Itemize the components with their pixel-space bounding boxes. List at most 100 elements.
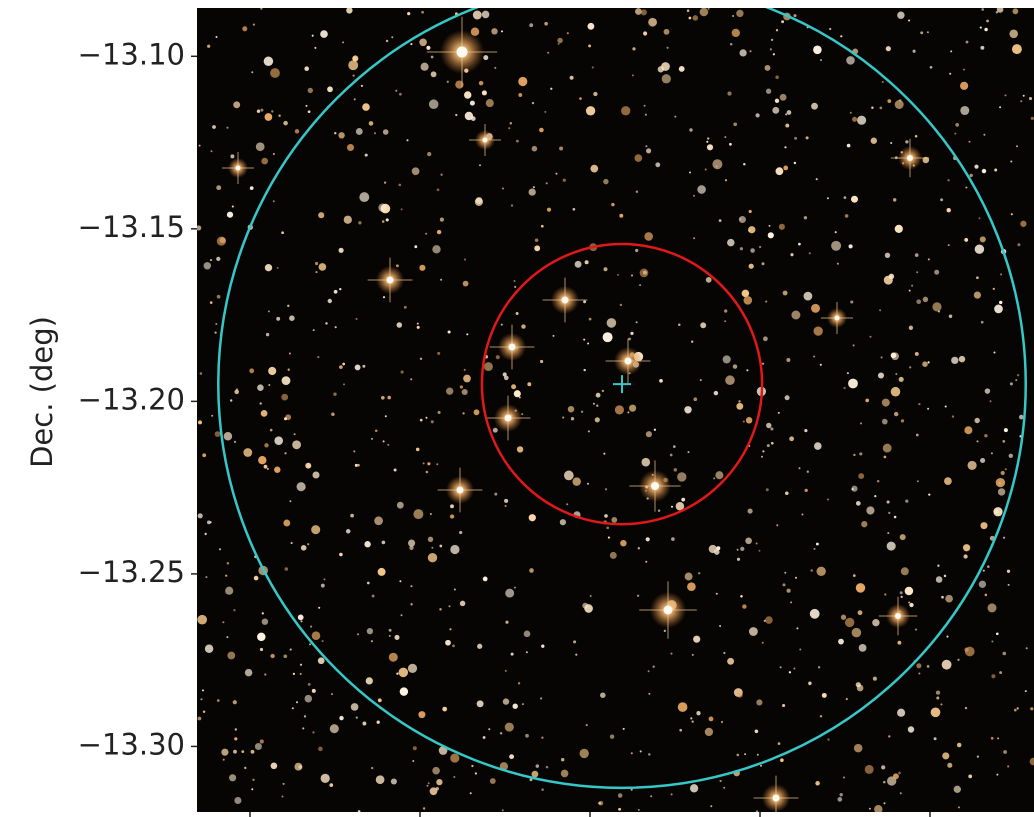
star — [540, 360, 543, 363]
star — [740, 595, 743, 598]
star — [291, 542, 293, 544]
star — [1000, 273, 1002, 275]
star — [423, 462, 425, 464]
star — [452, 645, 455, 648]
star — [217, 295, 221, 299]
star — [840, 793, 843, 796]
star — [635, 8, 642, 15]
star — [570, 76, 574, 80]
star — [905, 587, 914, 596]
star — [637, 595, 639, 597]
star — [356, 128, 363, 135]
star — [687, 582, 696, 591]
star — [261, 410, 268, 417]
star — [759, 550, 761, 552]
star — [401, 208, 403, 210]
star — [960, 82, 968, 90]
star — [592, 66, 594, 68]
star — [346, 7, 352, 13]
star — [999, 106, 1001, 108]
star — [837, 263, 839, 265]
star — [805, 489, 808, 492]
star — [915, 352, 919, 356]
star — [535, 238, 538, 241]
star — [756, 113, 760, 117]
star — [960, 106, 969, 115]
star — [909, 603, 913, 607]
star — [430, 787, 438, 795]
star — [799, 649, 801, 651]
star — [970, 174, 973, 177]
star — [766, 488, 769, 491]
star — [389, 629, 392, 632]
star — [466, 333, 468, 335]
star — [260, 402, 262, 404]
star — [687, 451, 689, 453]
star — [226, 636, 228, 638]
y-tick-label: −13.15 — [78, 210, 185, 244]
star — [934, 737, 937, 740]
star — [432, 767, 440, 775]
star — [505, 723, 514, 732]
star — [893, 773, 899, 779]
star — [505, 621, 508, 624]
star — [356, 717, 358, 719]
star — [789, 436, 794, 441]
star — [294, 763, 302, 771]
star — [724, 320, 726, 322]
star — [586, 724, 588, 726]
star — [700, 8, 709, 17]
star — [339, 365, 343, 369]
star — [1025, 690, 1027, 692]
star — [646, 431, 652, 437]
star — [920, 31, 923, 34]
star — [979, 581, 986, 588]
star — [383, 296, 385, 298]
star — [891, 352, 897, 358]
star — [645, 561, 647, 563]
star — [374, 132, 376, 134]
star — [378, 568, 386, 576]
star — [324, 578, 326, 580]
star — [580, 749, 589, 758]
star — [916, 663, 921, 668]
star — [539, 128, 544, 133]
star — [200, 372, 203, 375]
star — [645, 114, 647, 116]
star — [604, 514, 608, 518]
star — [596, 405, 598, 407]
star — [922, 361, 928, 367]
star — [897, 641, 901, 645]
star — [282, 796, 284, 798]
star — [217, 699, 220, 702]
star — [782, 583, 785, 586]
star — [473, 11, 482, 20]
star — [217, 237, 226, 246]
star — [307, 543, 309, 545]
star — [484, 362, 493, 371]
star — [770, 48, 772, 50]
star — [646, 537, 650, 541]
star — [285, 567, 289, 571]
star — [727, 92, 731, 96]
star — [210, 521, 212, 523]
star — [544, 111, 546, 113]
star — [278, 114, 280, 116]
star — [251, 71, 253, 73]
star — [518, 77, 527, 86]
star — [670, 653, 672, 655]
star — [936, 690, 940, 694]
star — [339, 288, 341, 290]
star — [342, 41, 344, 43]
star — [583, 300, 586, 303]
star — [463, 412, 465, 414]
star — [945, 595, 953, 603]
star — [304, 715, 306, 717]
star — [829, 28, 831, 30]
star — [856, 583, 865, 592]
star — [197, 615, 207, 625]
star — [389, 635, 391, 637]
star — [794, 162, 796, 164]
star — [496, 355, 500, 359]
star — [216, 185, 221, 190]
